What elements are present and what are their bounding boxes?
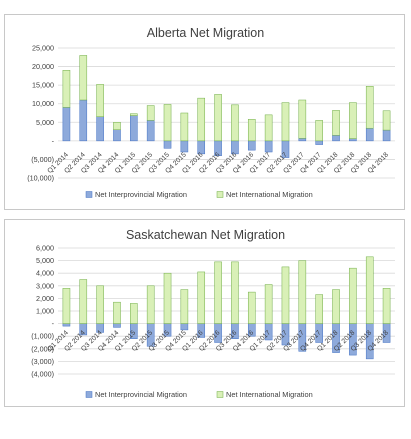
chart-title: Saskatchewan Net Migration [126, 228, 285, 242]
bar-international [214, 94, 222, 142]
bar-interprovincial [163, 140, 172, 149]
bar-international [197, 271, 206, 324]
bar-interprovincial [146, 120, 155, 142]
bar-international [315, 294, 323, 324]
y-tick-label: (3,000) [31, 357, 54, 366]
y-tick-label: 15,000 [32, 81, 54, 90]
bar-international [62, 70, 71, 108]
bar-interprovincial [247, 140, 256, 151]
y-tick-label: - [52, 319, 55, 328]
bar-international [113, 301, 121, 324]
bar-international [231, 261, 239, 324]
y-tick-label: 4,000 [36, 269, 54, 278]
y-tick-label: 3,000 [36, 281, 54, 290]
y-tick-label: (2,000) [31, 344, 54, 353]
bar-international [146, 105, 155, 121]
bar-international [264, 284, 273, 324]
bar-international [349, 267, 357, 324]
y-tick-label: 2,000 [36, 294, 54, 303]
bar-international [79, 279, 88, 324]
bar-interprovincial [365, 127, 374, 142]
y-tick-label: (5,000) [31, 155, 54, 164]
bar-international [62, 288, 71, 324]
bar-interprovincial [62, 107, 71, 142]
bar-interprovincial [96, 116, 104, 142]
bar-interprovincial [130, 115, 138, 142]
bar-interprovincial [113, 323, 121, 328]
bar-international [146, 285, 155, 324]
bar-international [231, 104, 239, 142]
bar-interprovincial [298, 138, 307, 142]
y-tick-label: 10,000 [32, 99, 54, 108]
y-tick-label: (1,000) [31, 332, 54, 341]
bar-international [365, 86, 374, 129]
bar-international [365, 256, 374, 324]
bar-international [79, 55, 88, 101]
alberta-chart: Alberta Net Migration 25,000 20,000 15,000 1… [27, 26, 395, 199]
bar-international [349, 102, 357, 139]
legend-label-international: Net International Migration [226, 390, 313, 399]
legend-swatch-international [216, 191, 224, 198]
bar-international [180, 112, 189, 142]
chart-title: Alberta Net Migration [147, 26, 264, 40]
y-tick-label: (10,000) [27, 174, 54, 183]
bar-international [332, 110, 340, 136]
legend-swatch-international [216, 391, 224, 398]
bar-international [163, 104, 172, 142]
bar-international [96, 285, 104, 324]
y-tick-label: 20,000 [32, 62, 54, 71]
bar-interprovincial [180, 323, 189, 331]
bar-interprovincial [349, 138, 357, 142]
bar-interprovincial [264, 140, 273, 153]
bar-interprovincial [332, 135, 340, 142]
bar-international [180, 289, 189, 324]
bar-international [264, 114, 273, 142]
y-tick-label: 25,000 [32, 44, 54, 53]
bar-international [281, 102, 290, 142]
bar-interprovincial [180, 140, 189, 153]
bar-international [96, 84, 104, 117]
legend-swatch-interprovincial [85, 191, 93, 198]
bar-interprovincial [315, 140, 323, 145]
bar-interprovincial [382, 129, 391, 142]
bar-interprovincial [113, 129, 121, 142]
bar-international [247, 119, 256, 142]
bar-international [298, 260, 307, 324]
legend-label-international: Net International Migration [226, 190, 313, 199]
y-tick-label: - [52, 136, 55, 145]
bar-interprovincial [79, 99, 88, 142]
bar-international [130, 113, 138, 116]
bar-international [163, 272, 172, 324]
y-tick-label: 5,000 [36, 118, 54, 127]
y-tick-label: (4,000) [31, 370, 54, 379]
legend-label-interprovincial: Net Interprovincial Migration [95, 190, 187, 199]
bar-international [382, 110, 391, 131]
bar-international [130, 303, 138, 324]
saskatchewan-chart-panel: Saskatchewan Net Migration 6,000 5,000 4,00… [4, 219, 405, 407]
bar-international [315, 120, 323, 142]
bar-interprovincial [62, 323, 71, 327]
legend-swatch-interprovincial [85, 391, 93, 398]
legend-label-interprovincial: Net Interprovincial Migration [95, 390, 187, 399]
y-tick-label: 5,000 [36, 256, 54, 265]
bar-international [281, 266, 290, 324]
bar-international [332, 289, 340, 324]
bar-international [113, 122, 121, 130]
y-tick-label: 1,000 [36, 307, 54, 316]
saskatchewan-chart: Saskatchewan Net Migration 6,000 5,000 4,00… [31, 228, 395, 399]
bar-international [382, 288, 391, 324]
bar-international [247, 291, 256, 324]
bar-international [197, 97, 206, 142]
bar-international [298, 99, 307, 139]
y-tick-label: 6,000 [36, 244, 54, 253]
alberta-chart-panel: Alberta Net Migration 25,000 20,000 15,000 1… [4, 14, 405, 210]
bar-international [214, 261, 222, 324]
